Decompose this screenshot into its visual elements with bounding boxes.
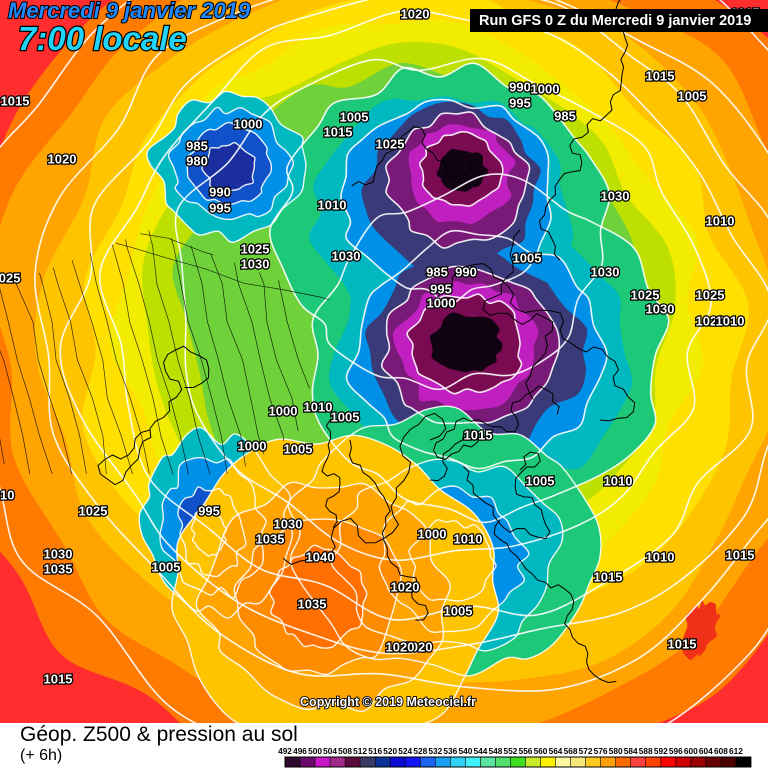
svg-text:1030: 1030 [241, 256, 270, 271]
svg-text:500: 500 [308, 746, 322, 756]
svg-text:990: 990 [455, 264, 477, 279]
svg-text:520: 520 [383, 746, 397, 756]
svg-text:(+ 6h): (+ 6h) [20, 747, 62, 764]
svg-text:528: 528 [413, 746, 427, 756]
svg-text:1005: 1005 [340, 109, 369, 124]
svg-text:1010: 1010 [706, 213, 735, 228]
svg-text:985: 985 [426, 264, 448, 279]
svg-text:556: 556 [519, 746, 533, 756]
svg-text:1010: 1010 [604, 473, 633, 488]
svg-text:560: 560 [534, 746, 548, 756]
svg-text:995: 995 [209, 200, 231, 215]
svg-text:584: 584 [624, 746, 638, 756]
svg-text:1030: 1030 [646, 301, 675, 316]
svg-text:1015: 1015 [324, 124, 353, 139]
svg-text:1025: 1025 [79, 503, 108, 518]
svg-text:995: 995 [509, 95, 531, 110]
svg-text:1035: 1035 [44, 561, 73, 576]
svg-text:568: 568 [564, 746, 578, 756]
svg-text:592: 592 [654, 746, 668, 756]
svg-text:1000: 1000 [234, 116, 263, 131]
svg-text:1010: 1010 [646, 549, 675, 564]
svg-text:1005: 1005 [513, 250, 542, 265]
svg-text:1000: 1000 [238, 438, 267, 453]
svg-text:Copyright © 2019 Meteociel.fr: Copyright © 2019 Meteociel.fr [300, 695, 476, 709]
svg-text:1000: 1000 [427, 295, 456, 310]
svg-text:1025: 1025 [696, 287, 725, 302]
svg-text:1015: 1015 [726, 547, 755, 562]
svg-text:1015: 1015 [594, 569, 623, 584]
svg-text:1005: 1005 [152, 559, 181, 574]
svg-text:496: 496 [293, 746, 307, 756]
svg-text:995: 995 [198, 503, 220, 518]
svg-text:Géop. Z500 & pression au sol: Géop. Z500 & pression au sol [20, 723, 298, 746]
svg-text:1040: 1040 [306, 549, 335, 564]
svg-text:612: 612 [729, 746, 743, 756]
svg-text:516: 516 [368, 746, 382, 756]
svg-text:1035: 1035 [256, 531, 285, 546]
svg-text:540: 540 [458, 746, 472, 756]
svg-text:1010: 1010 [0, 487, 14, 502]
svg-text:985: 985 [554, 108, 576, 123]
svg-text:1025: 1025 [241, 241, 270, 256]
svg-text:544: 544 [473, 746, 487, 756]
svg-text:1020: 1020 [48, 151, 77, 166]
svg-text:596: 596 [669, 746, 683, 756]
svg-text:1005: 1005 [526, 473, 555, 488]
svg-text:492: 492 [278, 746, 292, 756]
svg-text:1000: 1000 [531, 81, 560, 96]
svg-text:580: 580 [609, 746, 623, 756]
svg-text:572: 572 [579, 746, 593, 756]
svg-text:1010: 1010 [304, 399, 333, 414]
svg-text:1030: 1030 [332, 248, 361, 263]
svg-text:1030: 1030 [591, 264, 620, 279]
svg-text:1015: 1015 [668, 636, 697, 651]
svg-text:564: 564 [549, 746, 563, 756]
svg-text:1010: 1010 [318, 197, 347, 212]
svg-text:995: 995 [430, 281, 452, 296]
svg-text:1005: 1005 [284, 441, 313, 456]
svg-text:985: 985 [186, 138, 208, 153]
svg-text:604: 604 [699, 746, 713, 756]
svg-text:Run GFS 0 Z du Mercredi 9 janv: Run GFS 0 Z du Mercredi 9 janvier 2019 [479, 13, 751, 29]
svg-text:990: 990 [209, 184, 231, 199]
svg-text:1030: 1030 [601, 188, 630, 203]
svg-text:504: 504 [323, 746, 337, 756]
svg-text:548: 548 [488, 746, 502, 756]
svg-text:1020: 1020 [391, 579, 420, 594]
svg-text:1025: 1025 [631, 287, 660, 302]
svg-text:1020: 1020 [386, 639, 415, 654]
svg-text:1030: 1030 [274, 516, 303, 531]
svg-text:508: 508 [338, 746, 352, 756]
svg-text:980: 980 [186, 153, 208, 168]
svg-text:1015: 1015 [646, 68, 675, 83]
svg-text:1010: 1010 [454, 531, 483, 546]
svg-text:7:00 locale: 7:00 locale [18, 20, 187, 57]
svg-text:990: 990 [509, 79, 531, 94]
svg-text:552: 552 [503, 746, 517, 756]
svg-text:532: 532 [428, 746, 442, 756]
svg-text:1000: 1000 [418, 526, 447, 541]
svg-text:1000: 1000 [269, 403, 298, 418]
svg-text:600: 600 [684, 746, 698, 756]
svg-text:1020: 1020 [401, 6, 430, 21]
svg-text:1015: 1015 [464, 427, 493, 442]
svg-text:588: 588 [639, 746, 653, 756]
svg-text:1035: 1035 [298, 596, 327, 611]
svg-text:1010: 1010 [716, 313, 745, 328]
svg-text:1025: 1025 [0, 270, 20, 285]
svg-text:1015: 1015 [1, 93, 30, 108]
svg-text:512: 512 [353, 746, 367, 756]
svg-text:608: 608 [714, 746, 728, 756]
svg-text:1005: 1005 [678, 88, 707, 103]
svg-text:1030: 1030 [44, 546, 73, 561]
svg-text:536: 536 [443, 746, 457, 756]
svg-text:1005: 1005 [331, 409, 360, 424]
svg-text:576: 576 [594, 746, 608, 756]
svg-text:1015: 1015 [44, 671, 73, 686]
svg-text:524: 524 [398, 746, 412, 756]
svg-text:1005: 1005 [444, 603, 473, 618]
svg-text:1025: 1025 [376, 136, 405, 151]
